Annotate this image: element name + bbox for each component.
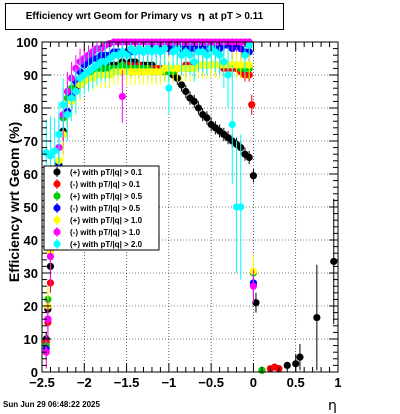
axes: −2.5 −2 −1.5 −1 −0.5 0 0.5 10102030405060708090… — [16, 35, 341, 390]
y-tick-label: 10 — [24, 332, 38, 347]
legend-label: (+) with pT/|q| > 0.1 — [70, 168, 143, 177]
data-point — [245, 41, 253, 49]
y-tick-label: 20 — [24, 299, 38, 314]
legend-label: (+) with pT/|q| > 0.5 — [70, 192, 143, 201]
data-point — [182, 87, 190, 96]
data-point — [220, 58, 228, 66]
data-point — [249, 172, 258, 180]
date-stamp: Sun Jun 29 06:48:22 2025 — [3, 400, 100, 409]
y-tick-label: 50 — [24, 200, 38, 215]
data-point — [173, 45, 181, 53]
legend-entry-5: (+) with pT/|q| > 1.0 — [53, 215, 143, 225]
data-point — [252, 299, 260, 307]
data-point — [177, 81, 186, 89]
data-point — [203, 51, 211, 59]
y-tick-label: 40 — [24, 233, 38, 248]
legend-entry-1: (+) with pT/|q| > 0.1 — [53, 167, 143, 177]
data-point — [186, 51, 194, 59]
data-point — [63, 111, 71, 119]
x-tick-label: −1 — [161, 375, 176, 390]
legend-label: (+) with pT/|q| > 1.0 — [70, 216, 143, 225]
y-tick-label: 30 — [24, 266, 38, 281]
x-tick-label: 1 — [334, 375, 341, 390]
legend-label: (-) with pT/|q| > 1.0 — [70, 228, 141, 237]
legend-box — [43, 165, 160, 251]
data-point — [216, 51, 224, 59]
data-point — [237, 203, 245, 211]
title-prefix: Efficiency wrt Geom for Primary vs — [25, 11, 192, 22]
legend-entry-2: (-) with pT/|q| > 0.1 — [53, 179, 141, 189]
data-point — [228, 120, 236, 129]
y-tick-label: 80 — [24, 101, 38, 116]
legend-marker — [53, 168, 61, 176]
data-point — [165, 84, 173, 92]
legend-marker — [53, 240, 61, 248]
legend-label: (+) with pT/|q| > 2.0 — [70, 240, 143, 249]
data-point — [122, 51, 131, 59]
legend-entry-3: (+) with pT/|q| > 0.5 — [53, 191, 143, 201]
data-point — [51, 147, 59, 155]
data-point — [190, 97, 198, 105]
data-point — [203, 114, 211, 122]
x-tick-label: −1.5 — [114, 375, 140, 390]
data-point — [59, 101, 67, 109]
legend-entry-6: (-) with pT/|q| > 1.0 — [53, 227, 141, 237]
data-point — [44, 315, 52, 323]
data-point — [296, 353, 304, 361]
legend: (+) with pT/|q| > 0.1 (-) with pT/|q| > 0… — [43, 165, 160, 251]
data-point — [330, 257, 338, 266]
x-tick-label: 0.5 — [287, 375, 305, 390]
title-eta: η — [197, 11, 206, 22]
title-suffix: at pT > 0.11 — [209, 11, 264, 22]
data-point — [194, 104, 203, 112]
x-tick-label: −2 — [77, 375, 92, 390]
legend-entry-4: (-) with pT/|q| > 0.5 — [53, 203, 141, 213]
data-point — [248, 101, 256, 109]
data-point — [313, 313, 321, 322]
data-point — [245, 153, 253, 162]
legend-entry-7: (+) with pT/|q| > 2.0 — [53, 239, 143, 249]
data-point — [283, 361, 291, 369]
y-tick-label: 70 — [24, 134, 38, 149]
legend-label: (-) with pT/|q| > 0.1 — [70, 180, 141, 189]
x-axis-label: η — [328, 398, 337, 414]
y-tick-label: 100 — [16, 35, 38, 50]
legend-marker — [53, 192, 61, 200]
legend-marker — [53, 216, 61, 224]
data-point — [161, 45, 169, 53]
y-tick-label: 60 — [24, 167, 38, 182]
y-tick-label: 90 — [24, 68, 38, 83]
legend-marker — [53, 204, 61, 212]
data-point — [46, 252, 55, 261]
legend-marker — [53, 228, 61, 236]
data-point — [68, 94, 76, 102]
legend-marker — [53, 180, 61, 188]
data-point — [241, 51, 249, 59]
data-point — [46, 152, 55, 160]
data-point — [55, 130, 63, 138]
x-tick-label: −0.5 — [198, 375, 224, 390]
y-tick-label: 0 — [31, 365, 38, 380]
data-point — [249, 282, 258, 290]
data-point — [118, 92, 126, 101]
chart-title: Efficiency wrt Geom for Primary vs η at … — [5, 3, 284, 30]
data-point — [245, 61, 253, 69]
x-tick-label: 0 — [250, 375, 257, 390]
data-point — [190, 58, 198, 66]
data-series-layer — [42, 38, 338, 374]
x-tick-label: −2.5 — [29, 375, 55, 390]
data-point — [224, 71, 232, 79]
data-point — [72, 87, 80, 96]
legend-label: (-) with pT/|q| > 0.5 — [70, 204, 141, 213]
